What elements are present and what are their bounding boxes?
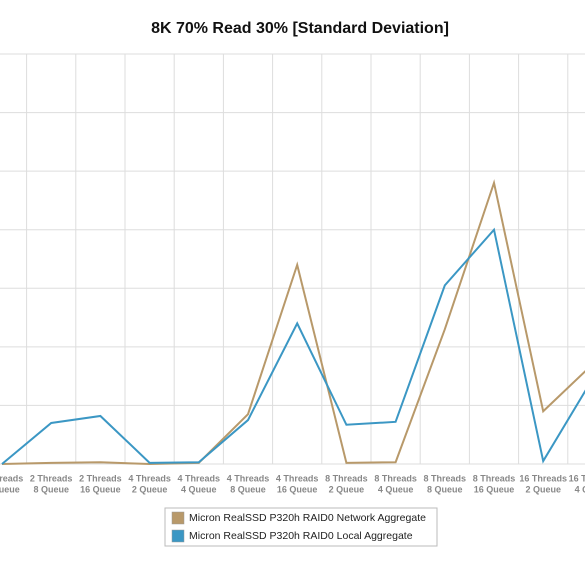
x-tick-label: 4 Queue [181, 484, 217, 494]
legend-label: Micron RealSSD P320h RAID0 Local Aggrega… [189, 530, 413, 542]
x-tick-label: 2 Threads [79, 473, 122, 483]
x-tick-label: 8 Queue [427, 484, 463, 494]
x-tick-label: 8 Threads [325, 473, 368, 483]
x-tick-label: 4 Queue [0, 484, 20, 494]
x-tick-label: 2 Queue [329, 484, 365, 494]
x-tick-label: 8 Queue [230, 484, 266, 494]
legend-swatch [171, 511, 185, 525]
x-tick-label: 16 Queue [277, 484, 318, 494]
chart-title: 8K 70% Read 30% [Standard Deviation] [151, 20, 449, 37]
x-tick-label: 16 Threads [569, 473, 585, 483]
x-tick-label: 8 Threads [374, 473, 417, 483]
x-tick-label: 4 Threads [128, 473, 171, 483]
x-tick-label: 4 Queue [575, 484, 585, 494]
legend-box [164, 507, 438, 547]
series-line [1, 227, 585, 465]
x-tick-label: 4 Threads [276, 473, 319, 483]
x-tick-label: 4 Threads [178, 473, 221, 483]
x-tick-label: 16 Queue [474, 484, 515, 494]
x-tick-label: 8 Queue [33, 484, 69, 494]
x-tick-label: 2 Threads [30, 473, 73, 483]
x-tick-label: 2 Queue [525, 484, 561, 494]
x-tick-label: 2 Threads [0, 473, 23, 483]
legend-swatch [171, 529, 185, 543]
x-tick-label: 4 Threads [227, 473, 270, 483]
x-tick-label: 16 Threads [519, 473, 567, 483]
x-tick-label: 8 Threads [424, 473, 467, 483]
x-tick-label: 8 Threads [473, 473, 516, 483]
series-line [1, 179, 585, 466]
x-tick-label: 2 Queue [132, 484, 168, 494]
x-tick-label: 16 Queue [80, 484, 121, 494]
x-tick-label: 4 Queue [378, 484, 414, 494]
legend-label: Micron RealSSD P320h RAID0 Network Aggre… [189, 512, 426, 524]
